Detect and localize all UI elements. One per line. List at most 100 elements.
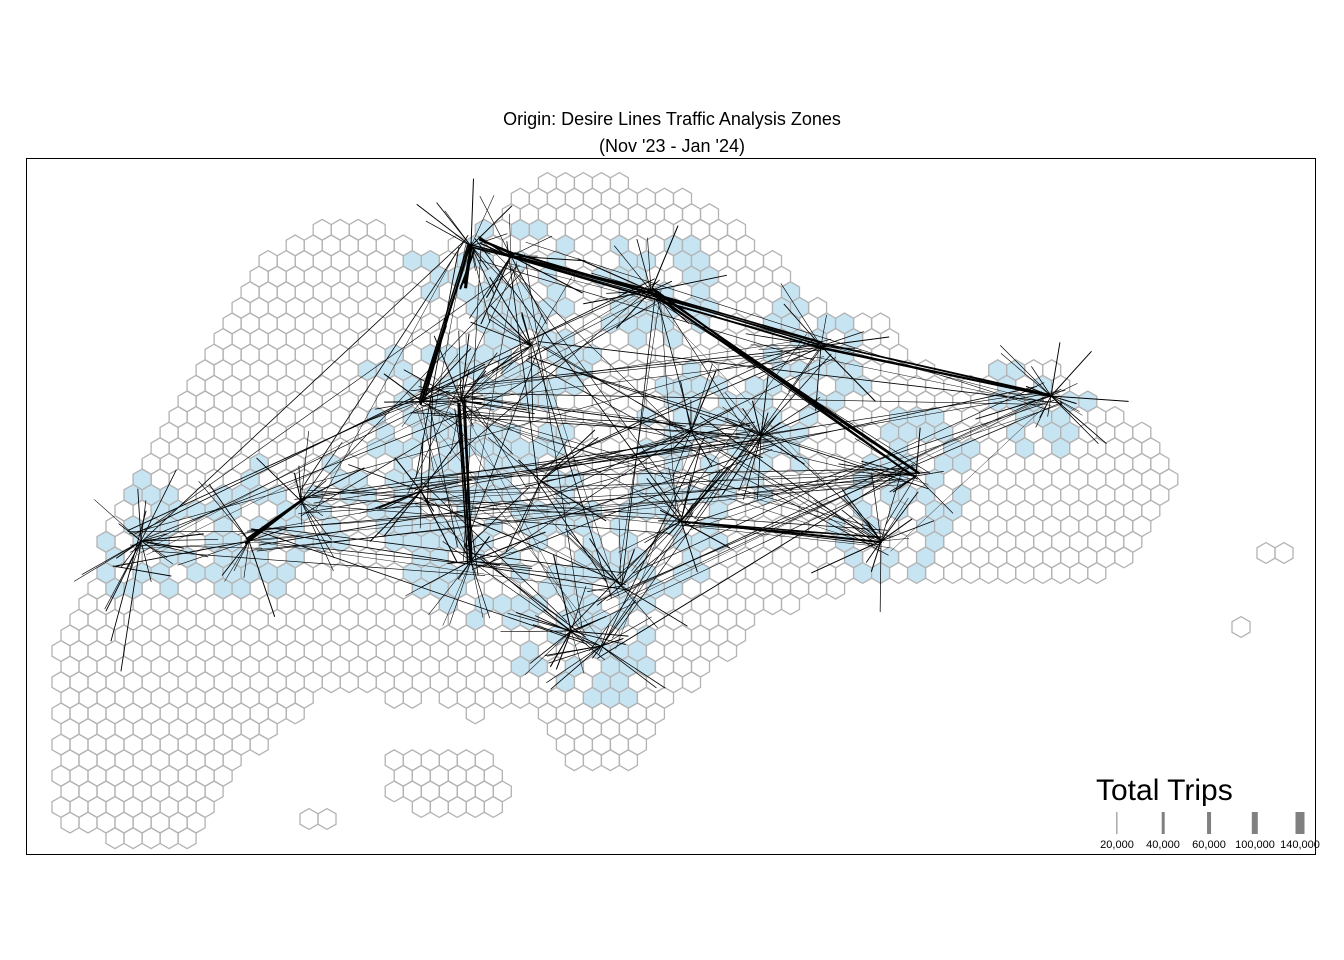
desire-line <box>307 489 888 531</box>
desire-line <box>250 481 902 551</box>
desire-line <box>669 353 832 535</box>
desire-line <box>620 549 635 587</box>
desire-line <box>508 213 512 257</box>
desire-line <box>870 540 882 572</box>
desire-line <box>411 400 462 414</box>
desire-line <box>758 345 822 350</box>
desire-line <box>464 412 874 545</box>
desire-line <box>470 397 683 426</box>
desire-line <box>418 386 680 439</box>
desire-line <box>470 245 495 294</box>
desire-line <box>407 263 518 495</box>
desire-line <box>1039 395 1052 419</box>
desire-line <box>414 279 660 492</box>
desire-line <box>420 434 464 492</box>
desire-line <box>471 449 773 570</box>
desire-line <box>248 540 276 617</box>
desire-line <box>811 540 882 574</box>
desire-line <box>465 547 586 638</box>
legend-bar <box>1161 812 1165 834</box>
zone-hexagon <box>961 561 981 585</box>
desire-line <box>759 386 1037 448</box>
desire-line <box>300 500 335 559</box>
desire-line <box>570 630 629 637</box>
desire-line <box>478 259 815 361</box>
zone-hexagon <box>321 671 341 694</box>
desire-line <box>600 616 652 647</box>
desire-line <box>570 630 585 674</box>
zone-hexagon <box>943 561 963 585</box>
desire-line <box>110 510 147 642</box>
desire-line <box>419 243 469 400</box>
desire-line <box>526 445 693 487</box>
desire-line <box>880 518 913 542</box>
desire-line <box>362 400 422 424</box>
desire-line <box>432 414 755 436</box>
desire-line <box>442 560 472 626</box>
desire-line <box>470 536 490 562</box>
legend-item-20000: 20,000 <box>1093 812 1141 856</box>
desire-line <box>565 528 622 587</box>
zone-hexagon <box>979 561 999 585</box>
desire-line <box>406 392 604 644</box>
desire-line <box>788 345 822 392</box>
desire-line <box>690 403 1063 531</box>
desire-line <box>760 374 769 437</box>
desire-line <box>74 540 142 582</box>
legend-bar <box>1295 812 1305 834</box>
legend-bar <box>1116 812 1118 834</box>
zone-hexagon <box>357 671 377 694</box>
zone-hexagon <box>411 795 431 819</box>
desire-line <box>659 292 677 514</box>
desire-line <box>672 430 692 478</box>
zone-hexagon <box>681 671 702 694</box>
desire-line <box>470 195 495 247</box>
desire-line <box>421 560 472 588</box>
desire-line <box>140 540 174 565</box>
desire-line <box>470 205 513 247</box>
desire-line <box>198 481 250 542</box>
desire-line <box>813 500 882 542</box>
zone-hexagon <box>906 561 927 585</box>
desire-line <box>245 496 306 540</box>
desire-line <box>112 565 172 577</box>
desire-line <box>490 305 532 347</box>
zone-hexagon <box>600 749 621 772</box>
desire-line <box>890 407 1044 552</box>
legend-title: Total Trips <box>1096 774 1233 807</box>
legend-label: 140,000 <box>1280 839 1320 851</box>
desire-line <box>144 409 473 539</box>
desire-line <box>314 486 890 548</box>
desire-line <box>469 255 512 319</box>
desire-line <box>618 520 682 553</box>
legend-item-60000: 60,000 <box>1185 812 1233 856</box>
desire-line <box>140 533 168 542</box>
desire-line <box>136 264 520 538</box>
desire-line <box>553 357 836 496</box>
desire-line <box>510 267 693 517</box>
zone-hexagon <box>1231 615 1251 639</box>
desire-line <box>760 409 822 437</box>
desire-line <box>540 480 570 505</box>
desire-line <box>130 540 142 572</box>
desire-line <box>533 476 607 583</box>
desire-line <box>589 538 622 587</box>
desire-line <box>672 430 692 450</box>
legend-label: 100,000 <box>1235 839 1275 851</box>
desire-line <box>539 360 751 426</box>
desire-line <box>690 370 717 432</box>
desire-line <box>760 426 885 537</box>
desire-line <box>525 360 889 556</box>
desire-line <box>511 265 620 598</box>
desire-line <box>681 520 883 544</box>
desire-line <box>94 499 142 542</box>
desire-line <box>1031 366 1052 397</box>
desire-line <box>489 319 532 347</box>
desire-line <box>1050 342 1061 397</box>
desire-line <box>841 509 882 542</box>
desire-line <box>298 496 667 520</box>
desire-line <box>525 241 1045 409</box>
desire-line <box>315 252 457 511</box>
zone-hexagon <box>1256 541 1276 565</box>
desire-line <box>486 255 512 298</box>
